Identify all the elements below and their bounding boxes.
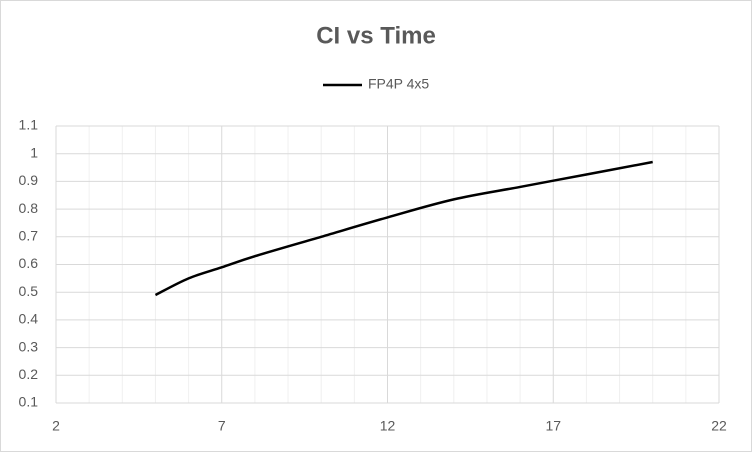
data-line: [154, 160, 653, 297]
x-tick-label: 22: [711, 418, 727, 434]
x-tick-label: 12: [380, 418, 396, 434]
y-tick-label: 0.7: [19, 228, 39, 244]
x-tick-label: 2: [52, 418, 60, 434]
legend-label: FP4P 4x5: [368, 76, 429, 92]
y-tick-label: 0.5: [19, 283, 39, 299]
y-tick-label: 1.1: [19, 117, 39, 133]
x-tick-label: 7: [218, 418, 226, 434]
y-tick-label: 0.2: [19, 366, 39, 382]
chart-title: CI vs Time: [316, 22, 436, 49]
y-tick-label: 0.9: [19, 172, 39, 188]
x-tick-label: 17: [545, 418, 561, 434]
y-tick-label: 0.4: [19, 311, 39, 327]
y-tick-label: 1: [30, 144, 38, 160]
y-tick-label: 0.8: [19, 200, 39, 216]
y-tick-label: 0.6: [19, 255, 39, 271]
y-tick-label: 0.1: [19, 394, 39, 410]
y-tick-label: 0.3: [19, 338, 39, 354]
